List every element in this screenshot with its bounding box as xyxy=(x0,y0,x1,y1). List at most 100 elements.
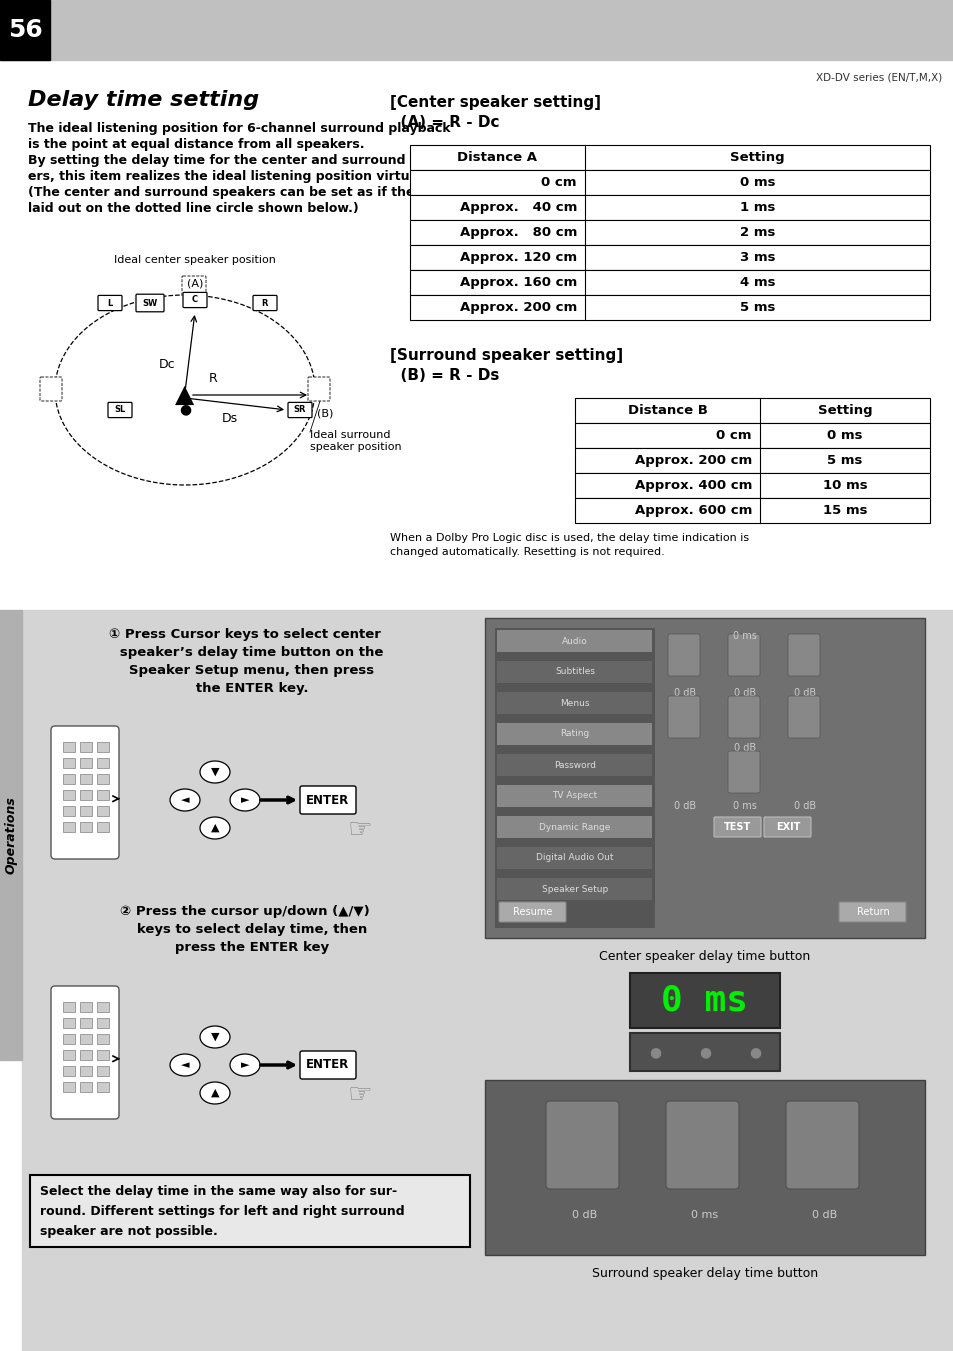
Bar xyxy=(0,0,50,59)
Bar xyxy=(97,1034,109,1044)
Text: Setting: Setting xyxy=(729,151,784,163)
FancyBboxPatch shape xyxy=(136,295,164,312)
Bar xyxy=(97,807,109,816)
Text: Approx. 160 cm: Approx. 160 cm xyxy=(459,276,577,289)
FancyBboxPatch shape xyxy=(183,292,207,308)
Bar xyxy=(410,195,929,220)
Bar xyxy=(410,170,929,195)
Text: 0 cm: 0 cm xyxy=(716,430,751,442)
Bar xyxy=(63,1066,75,1075)
Text: Ideal center speaker position: Ideal center speaker position xyxy=(114,255,275,265)
Text: TV Aspect: TV Aspect xyxy=(552,792,597,801)
Bar xyxy=(575,423,929,449)
Bar xyxy=(80,807,91,816)
Text: ●: ● xyxy=(699,1046,710,1059)
Text: Digital Audio Out: Digital Audio Out xyxy=(536,854,613,862)
Text: 0 cm: 0 cm xyxy=(541,176,577,189)
FancyBboxPatch shape xyxy=(40,377,62,401)
Bar xyxy=(63,1034,75,1044)
Text: Distance B: Distance B xyxy=(627,404,707,417)
Bar xyxy=(97,1050,109,1061)
Bar xyxy=(80,1034,91,1044)
Text: [Surround speaker setting]: [Surround speaker setting] xyxy=(390,349,622,363)
Bar xyxy=(497,630,651,653)
FancyBboxPatch shape xyxy=(787,634,820,676)
Bar xyxy=(484,617,924,938)
Bar xyxy=(97,774,109,784)
Text: EXIT: EXIT xyxy=(775,821,800,832)
Text: ▲: ▲ xyxy=(211,823,219,834)
Text: Return: Return xyxy=(856,907,888,917)
Text: 0 dB: 0 dB xyxy=(793,688,815,698)
Text: SW: SW xyxy=(142,299,157,308)
Text: ▲: ▲ xyxy=(175,382,194,407)
Text: ●: ● xyxy=(179,403,191,416)
Bar xyxy=(629,973,780,1028)
FancyBboxPatch shape xyxy=(727,634,760,676)
Bar xyxy=(80,1002,91,1012)
Ellipse shape xyxy=(230,789,260,811)
Text: 0 ms: 0 ms xyxy=(732,801,756,811)
Text: Resume: Resume xyxy=(513,907,552,917)
Bar xyxy=(80,1066,91,1075)
FancyBboxPatch shape xyxy=(182,276,206,296)
FancyBboxPatch shape xyxy=(30,1175,470,1247)
Text: 0 dB: 0 dB xyxy=(793,801,815,811)
Text: ▼: ▼ xyxy=(211,1032,219,1042)
Bar xyxy=(97,742,109,753)
FancyBboxPatch shape xyxy=(667,696,700,738)
Text: Menus: Menus xyxy=(559,698,589,708)
Bar xyxy=(410,295,929,320)
Text: Delay time setting: Delay time setting xyxy=(28,91,259,109)
Text: Dc: Dc xyxy=(158,358,175,372)
Bar xyxy=(80,758,91,767)
FancyBboxPatch shape xyxy=(785,1101,858,1189)
Text: 5 ms: 5 ms xyxy=(826,454,862,467)
Bar xyxy=(575,499,929,523)
Bar xyxy=(22,611,953,1351)
FancyBboxPatch shape xyxy=(787,696,820,738)
Ellipse shape xyxy=(170,789,200,811)
Bar xyxy=(497,785,651,807)
Bar xyxy=(97,790,109,800)
Text: ◄: ◄ xyxy=(180,1061,189,1070)
Text: Ds: Ds xyxy=(222,412,238,424)
FancyBboxPatch shape xyxy=(51,725,119,859)
Bar xyxy=(410,245,929,270)
Bar xyxy=(63,742,75,753)
Bar xyxy=(63,821,75,832)
FancyBboxPatch shape xyxy=(727,696,760,738)
FancyBboxPatch shape xyxy=(665,1101,739,1189)
Text: TEST: TEST xyxy=(723,821,751,832)
Text: Approx. 400 cm: Approx. 400 cm xyxy=(634,480,751,492)
Bar xyxy=(80,1050,91,1061)
Text: Dynamic Range: Dynamic Range xyxy=(538,823,610,831)
Bar xyxy=(97,758,109,767)
Text: 0 dB: 0 dB xyxy=(733,688,756,698)
Text: ☞: ☞ xyxy=(347,1081,372,1109)
Bar xyxy=(497,878,651,900)
Bar xyxy=(80,1019,91,1028)
Text: When a Dolby Pro Logic disc is used, the delay time indication is: When a Dolby Pro Logic disc is used, the… xyxy=(390,534,748,543)
Bar xyxy=(63,1050,75,1061)
Bar xyxy=(80,1082,91,1092)
Bar xyxy=(80,742,91,753)
Ellipse shape xyxy=(200,1082,230,1104)
Text: (A) = R - Dc: (A) = R - Dc xyxy=(390,115,499,130)
Text: ▲: ▲ xyxy=(211,1088,219,1098)
Text: XD-DV series (EN/T,M,X): XD-DV series (EN/T,M,X) xyxy=(815,73,941,82)
FancyBboxPatch shape xyxy=(763,817,810,838)
Ellipse shape xyxy=(170,1054,200,1075)
Bar xyxy=(410,145,929,170)
Text: ENTER: ENTER xyxy=(306,793,349,807)
Bar xyxy=(63,790,75,800)
Text: the ENTER key.: the ENTER key. xyxy=(182,682,308,694)
Text: 5 ms: 5 ms xyxy=(739,301,775,313)
FancyBboxPatch shape xyxy=(667,634,700,676)
Bar xyxy=(497,754,651,775)
Text: [Center speaker setting]: [Center speaker setting] xyxy=(390,95,600,109)
Text: Approx. 200 cm: Approx. 200 cm xyxy=(459,301,577,313)
Text: ☞: ☞ xyxy=(347,816,372,844)
Text: ●: ● xyxy=(748,1046,760,1059)
Text: 0 ms: 0 ms xyxy=(732,631,756,640)
